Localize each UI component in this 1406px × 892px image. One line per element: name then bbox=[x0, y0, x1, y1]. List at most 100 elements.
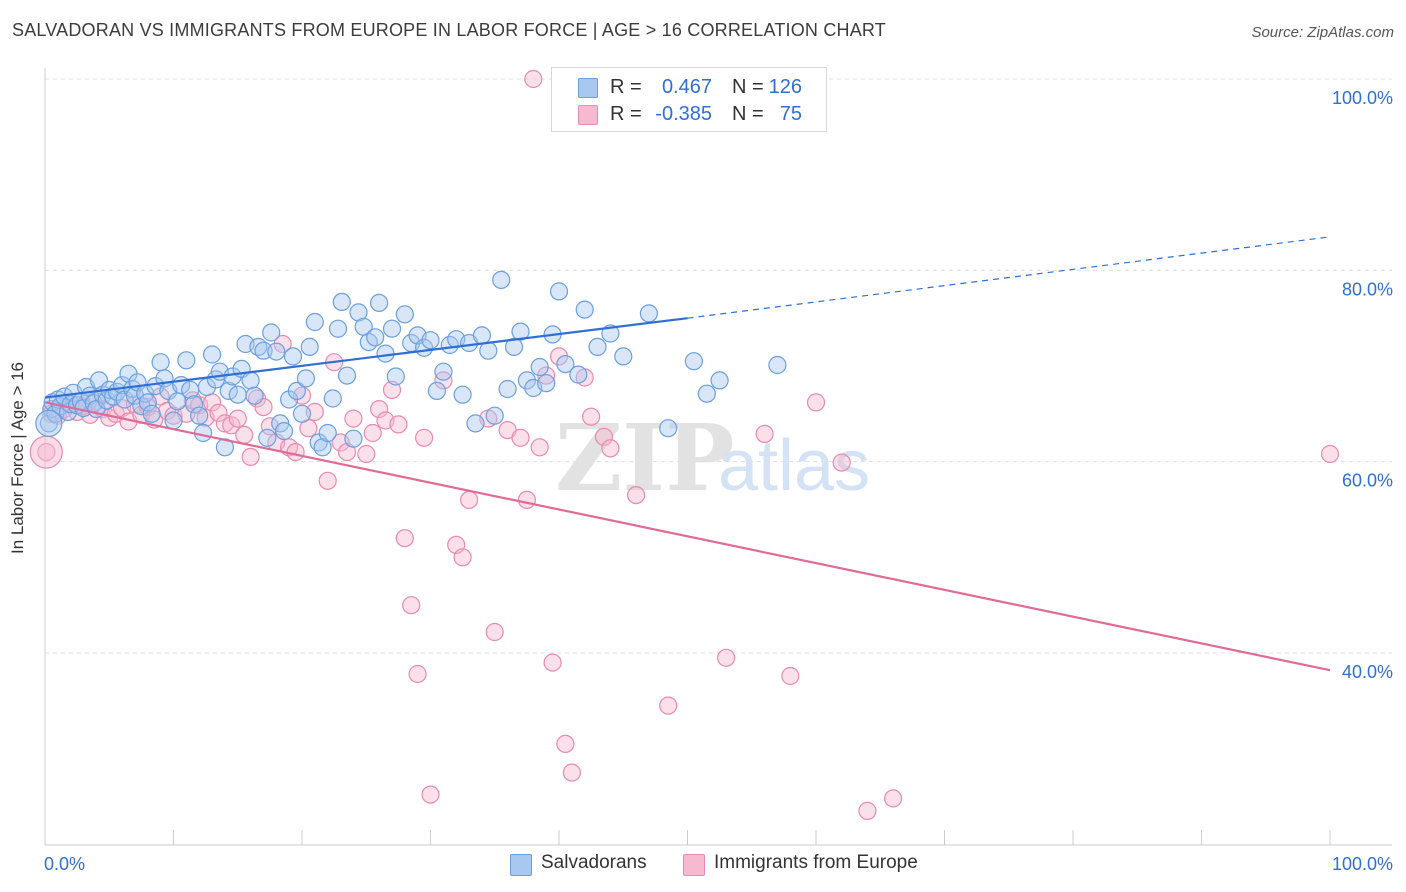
data-point bbox=[806, 393, 826, 412]
data-point bbox=[363, 423, 382, 443]
data-point bbox=[313, 438, 332, 457]
data-point bbox=[203, 345, 222, 364]
data-point bbox=[300, 337, 319, 356]
trend-line-salvadorans-projection bbox=[687, 236, 1331, 319]
data-point bbox=[588, 337, 607, 356]
data-point bbox=[395, 529, 414, 548]
data-point bbox=[235, 425, 254, 444]
data-point bbox=[415, 428, 434, 447]
data-point bbox=[241, 371, 260, 390]
data-point bbox=[138, 393, 157, 412]
source-label: Source: ZipAtlas.com bbox=[1251, 24, 1394, 41]
data-point bbox=[517, 371, 537, 390]
data-point bbox=[344, 409, 363, 428]
data-point bbox=[601, 439, 620, 458]
data-point bbox=[209, 403, 228, 422]
data-point bbox=[296, 369, 315, 388]
correlation-legend: R = 0.467 N = 126 R = -0.385 N = 75 bbox=[551, 67, 827, 132]
data-point bbox=[344, 429, 363, 448]
data-point bbox=[556, 734, 575, 754]
data-point bbox=[395, 305, 414, 324]
data-point bbox=[283, 347, 303, 366]
data-point bbox=[260, 417, 279, 436]
series-immigrants-from-europe bbox=[29, 69, 1340, 821]
data-point bbox=[318, 423, 337, 443]
data-point bbox=[421, 785, 440, 804]
data-point bbox=[228, 409, 247, 428]
data-point bbox=[472, 326, 491, 345]
data-point bbox=[498, 379, 517, 399]
data-point bbox=[382, 319, 402, 338]
data-point bbox=[273, 334, 292, 354]
data-point bbox=[427, 381, 446, 400]
data-point bbox=[305, 312, 324, 332]
data-point bbox=[549, 282, 569, 301]
x-tick-label: 100.0% bbox=[1332, 854, 1393, 874]
data-point bbox=[245, 386, 264, 405]
trend-line-salvadorans bbox=[44, 317, 688, 399]
data-point bbox=[258, 428, 277, 447]
legend-n-label: N = bbox=[732, 76, 764, 98]
data-point bbox=[337, 366, 357, 385]
data-point bbox=[292, 404, 312, 423]
legend-n-value: 75 bbox=[779, 103, 802, 125]
y-tick-label: 60.0% bbox=[1342, 471, 1393, 491]
data-point bbox=[382, 380, 402, 399]
data-point bbox=[386, 367, 405, 386]
data-point bbox=[659, 696, 678, 715]
series-salvadorans bbox=[35, 270, 787, 457]
y-axis-label: In Labor Force | Age > 16 bbox=[8, 361, 27, 555]
data-point bbox=[190, 406, 209, 425]
data-point bbox=[594, 427, 614, 446]
data-point bbox=[768, 355, 787, 375]
data-point bbox=[241, 447, 260, 466]
y-tick-label: 40.0% bbox=[1342, 662, 1393, 682]
data-point bbox=[614, 347, 633, 366]
data-point bbox=[274, 422, 294, 441]
data-point bbox=[511, 322, 530, 341]
data-point bbox=[389, 415, 408, 434]
x-tick-label: 0.0% bbox=[44, 854, 85, 874]
data-point bbox=[332, 292, 351, 311]
bottom-legend-swatch-blue bbox=[510, 854, 532, 876]
legend-r-label: R = bbox=[610, 103, 642, 125]
data-point bbox=[357, 444, 376, 464]
data-point bbox=[376, 344, 395, 363]
bottom-legend-swatch-pink bbox=[683, 854, 705, 876]
data-point bbox=[485, 406, 504, 425]
data-point bbox=[408, 664, 427, 684]
data-point bbox=[710, 371, 729, 390]
data-point bbox=[626, 486, 646, 505]
data-point bbox=[832, 453, 851, 472]
data-point bbox=[543, 653, 562, 672]
data-point bbox=[1320, 444, 1340, 464]
data-point bbox=[883, 789, 903, 808]
data-point bbox=[287, 381, 306, 400]
data-point bbox=[151, 353, 170, 372]
data-point bbox=[492, 270, 511, 289]
data-point bbox=[262, 323, 281, 342]
legend-r-value: -0.385 bbox=[655, 103, 712, 125]
data-point bbox=[254, 341, 273, 360]
data-point bbox=[370, 400, 389, 419]
data-point bbox=[177, 351, 196, 370]
chart-title: SALVADORAN VS IMMIGRANTS FROM EUROPE IN … bbox=[12, 20, 886, 40]
data-point bbox=[524, 69, 543, 89]
data-point bbox=[530, 438, 549, 457]
data-point bbox=[222, 416, 241, 435]
legend-row-immigrants: R = -0.385 N = 75 bbox=[552, 101, 826, 127]
data-point bbox=[466, 414, 485, 433]
data-point bbox=[504, 337, 524, 356]
data-point bbox=[323, 389, 342, 408]
data-point bbox=[142, 404, 161, 423]
y-tick-label: 100.0% bbox=[1332, 88, 1393, 108]
trend-line-immigrants bbox=[44, 401, 1331, 672]
data-point bbox=[286, 443, 305, 462]
data-point bbox=[402, 596, 421, 615]
data-point-large bbox=[35, 409, 63, 437]
data-point bbox=[453, 548, 472, 567]
data-point bbox=[697, 384, 716, 403]
data-point bbox=[556, 355, 575, 374]
